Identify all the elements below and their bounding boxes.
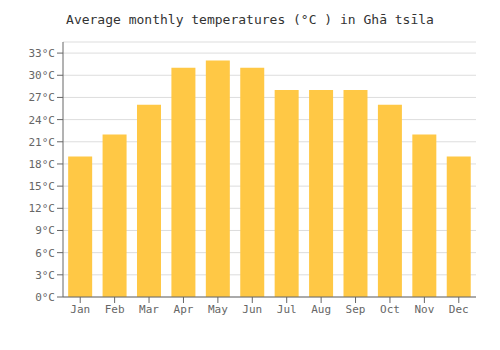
svg-text:Feb: Feb <box>105 303 125 316</box>
svg-text:27°C: 27°C <box>29 91 56 104</box>
html-text:Average monthly temperatures (: Average monthly temperatures (°C ) in Gh… <box>66 12 434 27</box>
svg-text:0°C: 0°C <box>35 291 55 304</box>
svg-text:21°C: 21°C <box>29 136 56 149</box>
svg-text:15°C: 15°C <box>29 180 56 193</box>
svg-text:9°C: 9°C <box>35 224 55 237</box>
svg-text:30°C: 30°C <box>29 69 56 82</box>
svg-text:Nov: Nov <box>414 303 434 316</box>
svg-text:Dec: Dec <box>449 303 469 316</box>
svg-text:Jul: Jul <box>277 303 297 316</box>
svg-text:Mar: Mar <box>139 303 159 316</box>
svg-text:Jun: Jun <box>242 303 262 316</box>
svg-text:Jan: Jan <box>70 303 90 316</box>
svg-text:Sep: Sep <box>346 303 366 316</box>
svg-text:18°C: 18°C <box>29 158 56 171</box>
svg-text:12°C: 12°C <box>29 202 56 215</box>
svg-text:Aug: Aug <box>311 303 331 316</box>
svg-text:3°C: 3°C <box>35 269 55 282</box>
svg-text:33°C: 33°C <box>29 47 56 60</box>
svg-text:Oct: Oct <box>380 303 400 316</box>
svg-text:6°C: 6°C <box>35 247 55 260</box>
svg-text:May: May <box>208 303 228 316</box>
svg-text:24°C: 24°C <box>29 114 56 127</box>
svg-text:Apr: Apr <box>174 303 194 316</box>
